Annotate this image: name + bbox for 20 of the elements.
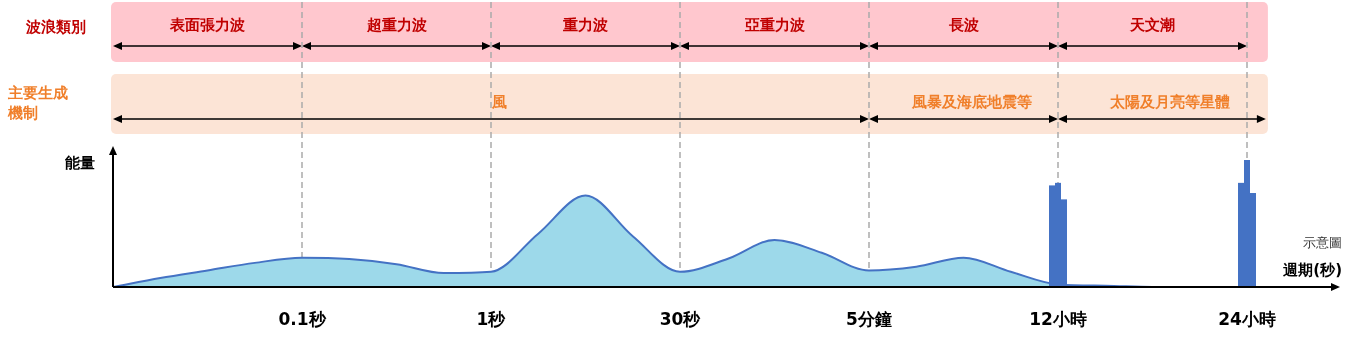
annotation: 示意圖: [1303, 235, 1342, 250]
text: 風: [490, 93, 507, 111]
text: 表面張力波: [169, 16, 245, 34]
x-axis-title: 週期(秒): [1282, 261, 1342, 279]
y-axis-title: 能量: [65, 154, 95, 172]
x-tick-label: 30秒: [659, 309, 702, 329]
text: 長波: [947, 16, 979, 34]
text: 主要生成機制: [7, 84, 68, 122]
text: 天文潮: [1129, 16, 1175, 34]
x-tick-label: 0.1秒: [278, 309, 327, 329]
text: 超重力波: [365, 16, 427, 34]
text: 風暴及海底地震等: [910, 93, 1032, 111]
x-tick-label: 24小時: [1218, 309, 1276, 329]
text: 亞重力波: [743, 16, 805, 34]
x-tick-label: 1秒: [476, 309, 507, 329]
text: 波浪類別: [25, 18, 86, 36]
text: 重力波: [562, 16, 608, 34]
text: 太陽及月亮等星體: [1108, 93, 1230, 111]
x-tick-label: 5分鐘: [846, 309, 892, 329]
x-tick-label: 12小時: [1029, 309, 1087, 329]
